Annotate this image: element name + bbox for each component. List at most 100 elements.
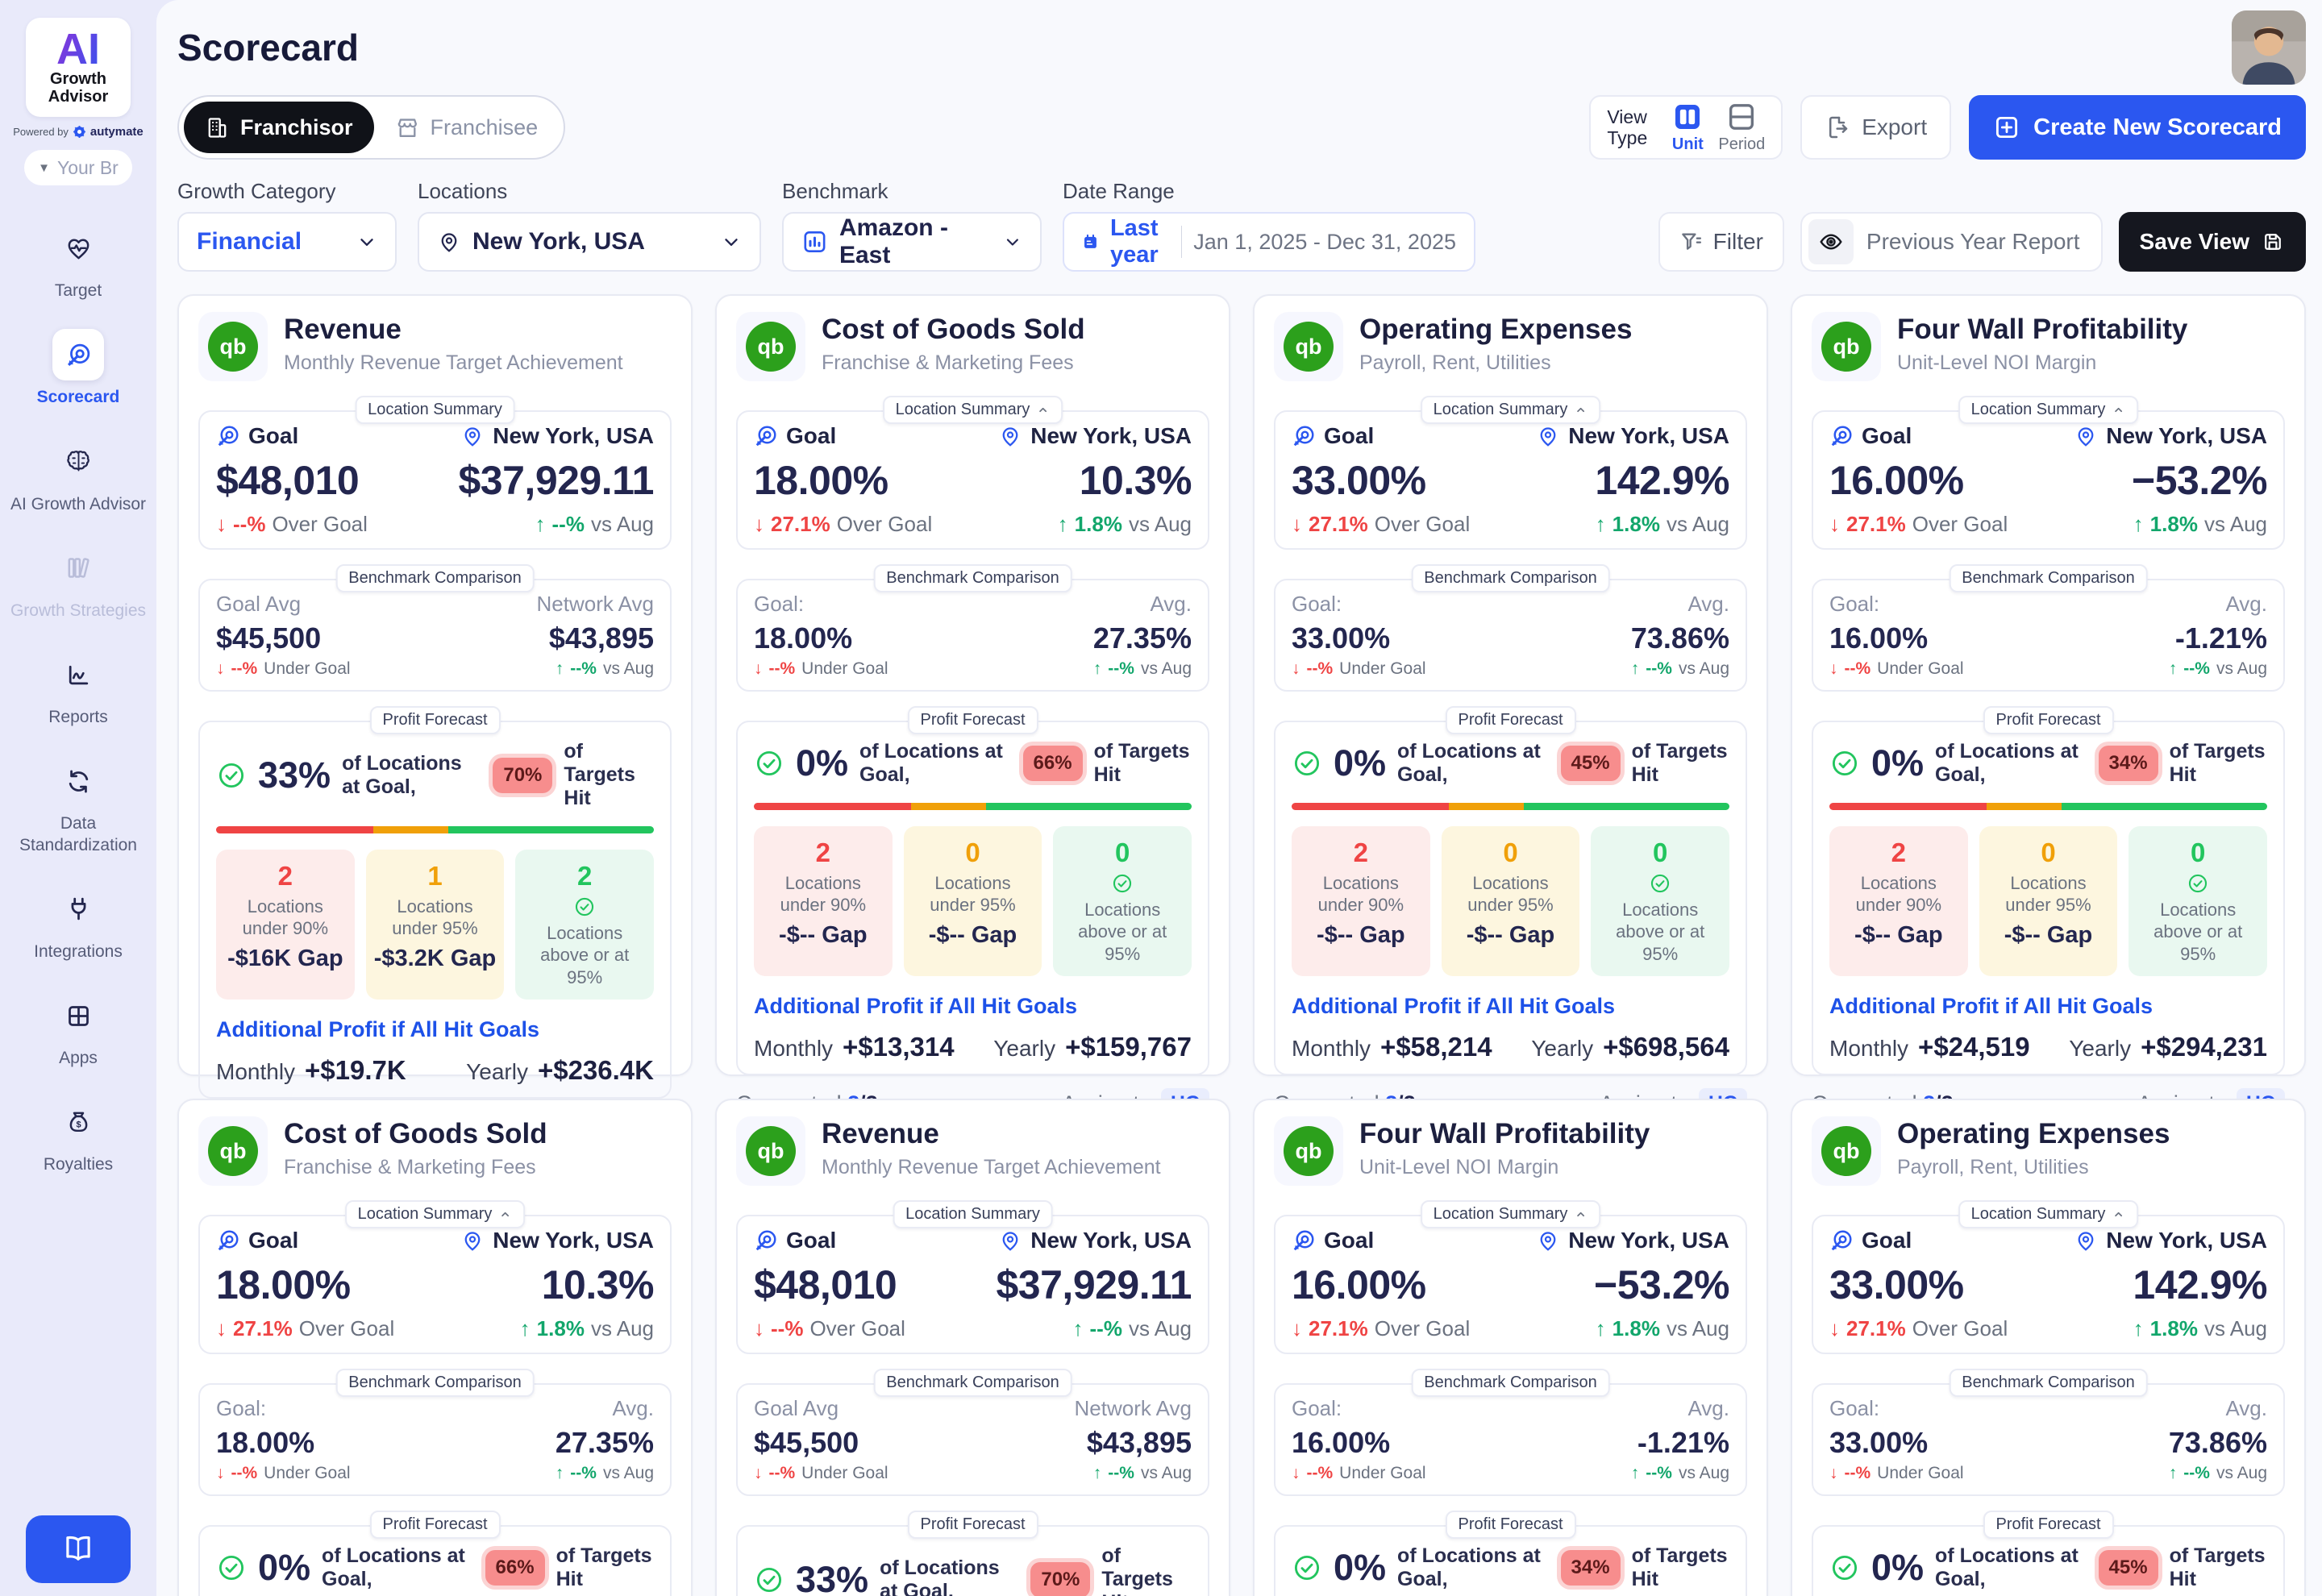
target-goal-icon (1293, 426, 1314, 447)
sidebar-item-ai-growth-advisor[interactable]: AI Growth Advisor (0, 436, 156, 515)
filter-bar-left: Growth Category Financial Locations New … (177, 179, 1475, 272)
location-summary-chip[interactable]: Location Summary (1958, 1200, 2139, 1228)
profit-amounts: Monthly +$24,519 Yearly +$294,231 (1829, 1031, 2267, 1062)
pct-targets-hit-badge: 45% (2098, 1550, 2158, 1586)
svg-text:$: $ (76, 1120, 81, 1129)
franchisee-tab[interactable]: Franchisee (374, 102, 560, 153)
card-header: qb Operating Expenses Payroll, Rent, Uti… (1812, 1116, 2285, 1186)
card-title: Four Wall Profitability (1897, 314, 2188, 345)
avatar[interactable] (2232, 10, 2306, 85)
franchisor-tab[interactable]: Franchisor (184, 102, 374, 153)
goal-label: Goal (1829, 423, 1912, 449)
location-pin-icon (2078, 1232, 2094, 1251)
location-pin-icon (1540, 1232, 1556, 1251)
benchmark-comparison-box: Benchmark Comparison Goal: 18.00% ↓ --% Un… (198, 1369, 672, 1496)
sidebar-item-reports[interactable]: Reports (0, 649, 156, 728)
actual-delta: ↑ --% vs Aug (535, 512, 655, 536)
card-location: New York, USA (1536, 423, 1729, 449)
goal-label: Goal (216, 423, 298, 449)
stat-under-95: 0 Locations under 95% -$-- Gap (1441, 826, 1580, 976)
stat-under-90: 2 Locations under 90% -$-- Gap (754, 826, 893, 976)
filter-button[interactable]: Filter (1658, 212, 1784, 272)
location-summary-chip[interactable]: Location Summary (1420, 396, 1601, 424)
location-summary-chip[interactable]: Location Summary (1958, 396, 2139, 424)
sidebar-item-data-standardization[interactable]: Data Standardization (0, 755, 156, 856)
storefront-icon (397, 118, 417, 137)
additional-profit-label: Additional Profit if All Hit Goals (754, 993, 1077, 1018)
goal-label: Goal (216, 1228, 298, 1253)
previous-year-report-toggle[interactable]: Previous Year Report (1800, 212, 2103, 272)
powered-by: Powered by autymate (13, 125, 144, 139)
location-summary-chip[interactable]: Location Summary (355, 396, 515, 424)
sidebar-item-target[interactable]: Target (0, 222, 156, 301)
yearly-profit: +$294,231 (2141, 1031, 2267, 1062)
pct-locations-at-goal: 33% (796, 1558, 869, 1596)
benchmark-comparison-box: Benchmark Comparison Goal Avg $45,500 ↓ -… (198, 564, 672, 692)
help-book-button[interactable] (26, 1515, 131, 1583)
locations-select[interactable]: New York, USA (418, 212, 761, 272)
scorecard-icon (52, 329, 104, 381)
unit-view-icon (1675, 105, 1700, 129)
growth-category-select[interactable]: Financial (177, 212, 397, 272)
location-pin-icon (1002, 1232, 1018, 1251)
scorecard-card: qb Four Wall Profitability Unit-Level NO… (1791, 294, 2306, 1120)
benchmark-comparison-chip: Benchmark Comparison (1949, 1369, 2148, 1397)
benchmark-goal: Goal: 18.00% ↓ --% Under Goal (216, 1396, 351, 1482)
quickbooks-icon: qb (1274, 312, 1343, 381)
location-summary-chip[interactable]: Location Summary (1420, 1200, 1601, 1228)
profit-forecast-box: Profit Forecast 33% of Locations at Goal… (198, 706, 672, 1099)
avatar-image (2232, 10, 2306, 85)
view-type-unit[interactable]: Unit (1671, 101, 1704, 154)
brand-selector[interactable]: ▼ Your Br (24, 150, 132, 186)
arrow-up-icon: ↑ (1057, 512, 1068, 536)
benchmark-select[interactable]: Amazon - East (782, 212, 1042, 272)
benchmark-comparison-chip: Benchmark Comparison (335, 1369, 535, 1397)
sidebar-item-royalties[interactable]: $ Royalties (0, 1096, 156, 1175)
goal-delta: ↓ 27.1% Over Goal (216, 1316, 395, 1340)
arrow-up-icon: ↑ (519, 1316, 531, 1340)
card-header: qb Four Wall Profitability Unit-Level NO… (1812, 312, 2285, 381)
stat-under-95: 0 Locations under 95% -$-- Gap (1979, 826, 2118, 976)
date-range-picker[interactable]: Last year Jan 1, 2025 - Dec 31, 2025 (1063, 212, 1475, 272)
sidebar-item-scorecard[interactable]: Scorecard (0, 329, 156, 408)
card-location: New York, USA (1536, 1228, 1729, 1253)
pct-targets-hit-badge: 34% (2098, 746, 2158, 781)
export-button[interactable]: Export (1800, 95, 1952, 160)
goal-label: Goal (1829, 1228, 1912, 1253)
stat-above-95: 0 Locations above or at 95% (1591, 826, 1730, 976)
sidebar-item-apps[interactable]: Apps (0, 990, 156, 1069)
benchmark-goal: Goal: 16.00% ↓ --% Under Goal (1292, 1396, 1426, 1482)
location-summary-chip[interactable]: Location Summary (893, 1200, 1053, 1228)
card-header: qb Revenue Monthly Revenue Target Achiev… (736, 1116, 1209, 1186)
sidebar-item-growth-strategies[interactable]: Growth Strategies (0, 542, 156, 621)
sidebar-item-label: Royalties (43, 1155, 114, 1174)
pct-locations-at-goal: 0% (796, 742, 849, 783)
page-title: Scorecard (177, 27, 360, 69)
target-goal-icon (755, 1230, 776, 1251)
pct-targets-hit-badge: 70% (493, 757, 553, 793)
benchmark-comparison-chip: Benchmark Comparison (1949, 564, 2148, 592)
location-pin-icon (441, 233, 457, 252)
check-circle-icon (1832, 1555, 1858, 1581)
goal-delta: ↓ 27.1% Over Goal (1829, 1316, 2008, 1340)
card-subtitle: Payroll, Rent, Utilities (1359, 351, 1551, 374)
quickbooks-icon: qb (1812, 312, 1881, 381)
location-summary-chip[interactable]: Location Summary (344, 1200, 526, 1228)
arrow-up-icon: ↑ (1092, 1464, 1102, 1482)
yearly-profit: +$159,767 (1065, 1031, 1192, 1062)
sidebar: AI Growth Advisor Powered by autymate ▼ … (0, 0, 156, 1596)
location-summary-chip[interactable]: Location Summary (882, 396, 1063, 424)
grid-icon (52, 990, 104, 1041)
target-goal-icon (218, 426, 239, 447)
create-new-scorecard-button[interactable]: Create New Scorecard (1969, 95, 2306, 160)
arrow-up-icon: ↑ (555, 1464, 564, 1482)
check-circle-icon (756, 750, 782, 776)
pct-targets-hit-badge: 34% (1560, 1550, 1621, 1586)
benchmark-goal: Goal Avg $45,500 ↓ --% Under Goal (216, 592, 351, 678)
chevron-up-icon (1577, 407, 1585, 413)
view-type-period[interactable]: Period (1718, 101, 1765, 154)
location-pin-icon (1540, 427, 1556, 447)
money-bag-icon: $ (52, 1096, 104, 1148)
save-view-button[interactable]: Save View (2118, 212, 2306, 272)
sidebar-item-integrations[interactable]: Integrations (0, 883, 156, 962)
